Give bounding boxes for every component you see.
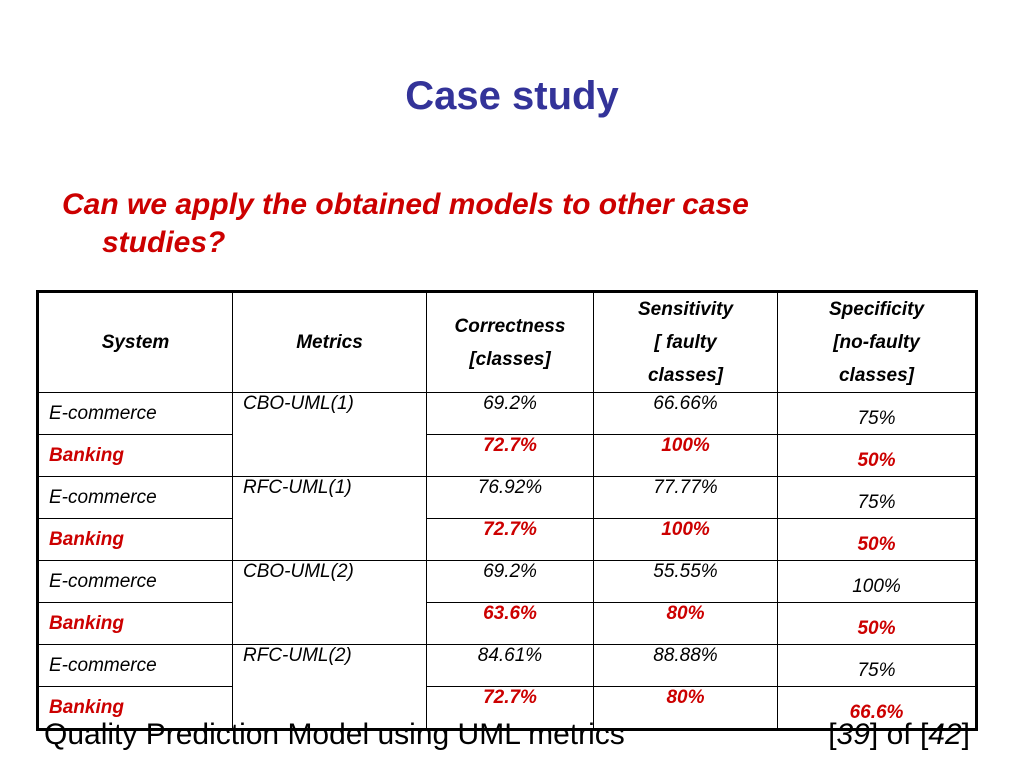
specificity-cell: 50%	[777, 602, 977, 645]
table-row: Banking 72.7% 80% 66.6%	[37, 686, 977, 730]
specificity-cell: 66.6%	[777, 686, 977, 730]
sensitivity-cell: 100%	[593, 434, 778, 477]
specificity-cell: 75%	[777, 392, 977, 435]
correctness-cell: 69.2%	[426, 392, 594, 435]
question-text: Can we apply the obtained models to othe…	[62, 186, 922, 262]
table-row: Banking 72.7% 100% 50%	[37, 434, 977, 477]
header-system: System	[37, 291, 233, 393]
specificity-cell: 50%	[777, 434, 977, 477]
sensitivity-cell: 80%	[593, 602, 778, 645]
sensitivity-cell: 55.55%	[593, 560, 778, 603]
metric-cell: RFC-UML(2)	[232, 644, 427, 730]
slide-title: Case study	[405, 74, 619, 118]
table-row: E-commerce RFC-UML(2) 84.61% 88.88% 75%	[37, 644, 977, 730]
system-cell: E-commerce	[37, 392, 233, 435]
system-cell: E-commerce	[37, 560, 233, 603]
page-open-bracket: [	[828, 718, 837, 751]
metric-cell: RFC-UML(1)	[232, 476, 427, 561]
specificity-cell: 50%	[777, 518, 977, 561]
header-correctness: Correctness [classes]	[426, 291, 594, 393]
sensitivity-cell: 66.66%	[593, 392, 778, 435]
system-cell: E-commerce	[37, 476, 233, 519]
metric-cell: CBO-UML(2)	[232, 560, 427, 645]
system-cell: E-commerce	[37, 644, 233, 687]
page-close-bracket: ]	[961, 718, 970, 751]
header-metrics: Metrics	[232, 291, 427, 393]
metric-cell: CBO-UML(1)	[232, 392, 427, 477]
system-cell: Banking	[37, 602, 233, 645]
table-row: E-commerce CBO-UML(2) 69.2% 55.55% 100%	[37, 560, 977, 645]
header-correctness-line-2: [classes]	[469, 348, 551, 370]
results-table: System Metrics Correctness [classes] Sen…	[36, 290, 978, 731]
header-sensitivity: Sensitivity [ faulty classes]	[593, 291, 778, 393]
question-line-2: studies?	[102, 226, 226, 259]
table-row: E-commerce CBO-UML(1) 69.2% 66.66% 75%	[37, 392, 977, 477]
correctness-cell: 84.61%	[426, 644, 594, 687]
sensitivity-cell: 88.88%	[593, 644, 778, 687]
header-specificity: Specificity [no-faulty classes]	[777, 291, 977, 393]
table-row: Banking 63.6% 80% 50%	[37, 602, 977, 645]
header-specificity-line-3: classes]	[838, 365, 914, 386]
header-row: System Metrics Correctness [classes] Sen…	[37, 291, 977, 393]
table-row: E-commerce RFC-UML(1) 76.92% 77.77% 75%	[37, 476, 977, 561]
correctness-cell: 63.6%	[426, 602, 594, 645]
page-total: 42	[928, 718, 962, 751]
correctness-cell: 72.7%	[426, 518, 594, 561]
page-current: 39	[836, 718, 870, 751]
correctness-cell: 72.7%	[426, 686, 594, 730]
sensitivity-cell: 100%	[593, 518, 778, 561]
system-cell: Banking	[37, 518, 233, 561]
header-sensitivity-line-3: classes]	[647, 365, 723, 386]
specificity-cell: 75%	[777, 644, 977, 687]
correctness-cell: 72.7%	[426, 434, 594, 477]
footer-caption: Quality Prediction Model using UML metri…	[44, 718, 625, 751]
system-cell: Banking	[37, 434, 233, 477]
question-line-1: Can we apply the obtained models to othe…	[62, 188, 749, 221]
specificity-cell: 75%	[777, 476, 977, 519]
sensitivity-cell: 77.77%	[593, 476, 778, 519]
page-indicator: [39] of [42]	[828, 718, 970, 752]
header-correctness-line-1: Correctness	[454, 315, 566, 337]
header-specificity-line-2: [no-faulty	[833, 332, 920, 353]
correctness-cell: 76.92%	[426, 476, 594, 519]
header-sensitivity-line-2: [ faulty	[654, 332, 717, 353]
page-separator: ] of [	[869, 718, 929, 751]
header-specificity-line-1: Specificity	[828, 299, 925, 320]
correctness-cell: 69.2%	[426, 560, 594, 603]
header-sensitivity-line-1: Sensitivity	[637, 299, 734, 320]
system-cell: Banking	[37, 686, 233, 730]
table-row: Banking 72.7% 100% 50%	[37, 518, 977, 561]
specificity-cell: 100%	[777, 560, 977, 603]
